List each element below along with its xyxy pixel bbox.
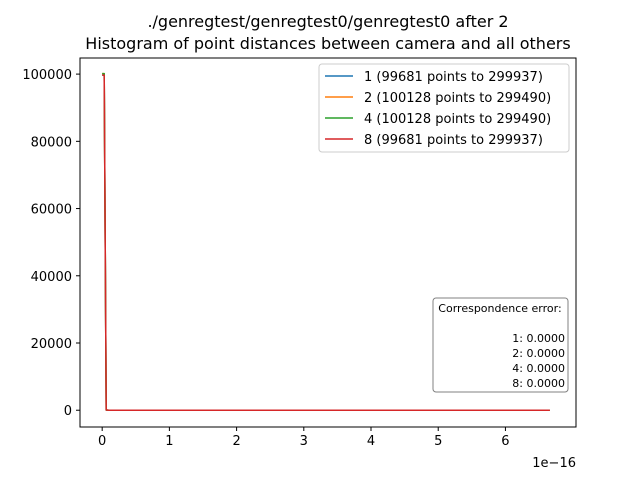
legend-label-2: 2 (100128 points to 299490) xyxy=(364,91,551,106)
chart-title-line2: Histogram of point distances between cam… xyxy=(85,34,570,53)
correspondence-error-annotation: Correspondence error: 1: 0.0000 2: 0.000… xyxy=(432,297,569,393)
y-tick-label: 20000 xyxy=(31,337,72,352)
annotation-box xyxy=(432,297,569,393)
y-tick-label: 80000 xyxy=(31,135,72,150)
y-tick-label: 0 xyxy=(64,404,72,419)
legend-label-4: 8 (99681 points to 299937) xyxy=(364,133,543,148)
legend: 1 (99681 points to 299937) 2 (100128 poin… xyxy=(318,63,570,153)
legend-label-1: 1 (99681 points to 299937) xyxy=(364,70,543,85)
x-tick-label: 4 xyxy=(367,434,375,449)
annotation-title: Correspondence error: xyxy=(438,302,561,315)
legend-label-3: 4 (100128 points to 299490) xyxy=(364,112,551,127)
x-tick-label: 3 xyxy=(300,434,308,449)
annotation-line-3: 4: 0.0000 xyxy=(512,362,565,375)
legend-items: 1 (99681 points to 299937) 2 (100128 poin… xyxy=(325,70,551,148)
annotation-line-2: 2: 0.0000 xyxy=(512,347,565,360)
y-tick-label: 40000 xyxy=(31,270,72,285)
annotation-line-4: 8: 0.0000 xyxy=(512,377,565,390)
x-tick-label: 6 xyxy=(501,434,509,449)
plot-frame xyxy=(79,57,577,428)
y-tick-label: 100000 xyxy=(22,68,72,83)
annotation-line-1: 1: 0.0000 xyxy=(512,332,565,345)
x-scale-label: 1e−16 xyxy=(532,456,576,471)
legend-box xyxy=(318,63,570,153)
series-line-4 xyxy=(102,74,550,411)
x-tick-label: 2 xyxy=(232,434,240,449)
y-tick-label: 60000 xyxy=(31,203,72,218)
x-tick-label: 5 xyxy=(434,434,442,449)
chart-title-line1: ./genregtest/genregtest0/genregtest0 aft… xyxy=(147,12,508,31)
chart-marks xyxy=(102,72,550,411)
x-tick-label: 1 xyxy=(165,434,173,449)
y-axis-ticks: 0 20000 40000 60000 80000 100000 xyxy=(22,68,80,419)
x-tick-label: 0 xyxy=(98,434,106,449)
x-axis-ticks: 0 1 2 3 4 5 6 xyxy=(98,427,510,449)
